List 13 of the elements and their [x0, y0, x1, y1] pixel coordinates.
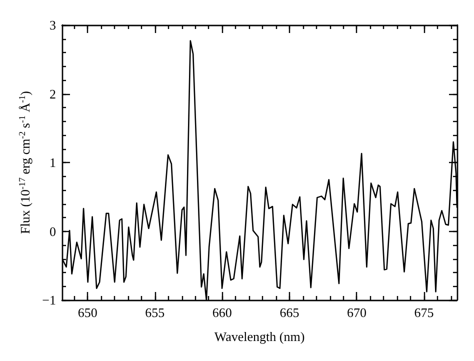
- x-tick-label: 670: [346, 305, 366, 320]
- x-tick-label: 675: [414, 305, 434, 320]
- y-tick-label: 3: [50, 18, 56, 32]
- y-tick-label: 2: [50, 86, 56, 102]
- x-tick-label: 655: [145, 305, 165, 320]
- x-tick-label: 665: [280, 305, 300, 320]
- x-axis-title: Wavelength (nm): [214, 329, 305, 344]
- x-tick-label: 650: [78, 305, 98, 320]
- text: Flux (10-17 erg cm-2 s-1 Å-1): [16, 91, 32, 234]
- y-tick-label: 0: [50, 224, 56, 239]
- x-tick-label: 660: [212, 305, 232, 320]
- y-tick-label: 1: [50, 155, 56, 170]
- y-tick-label: −1: [42, 292, 56, 308]
